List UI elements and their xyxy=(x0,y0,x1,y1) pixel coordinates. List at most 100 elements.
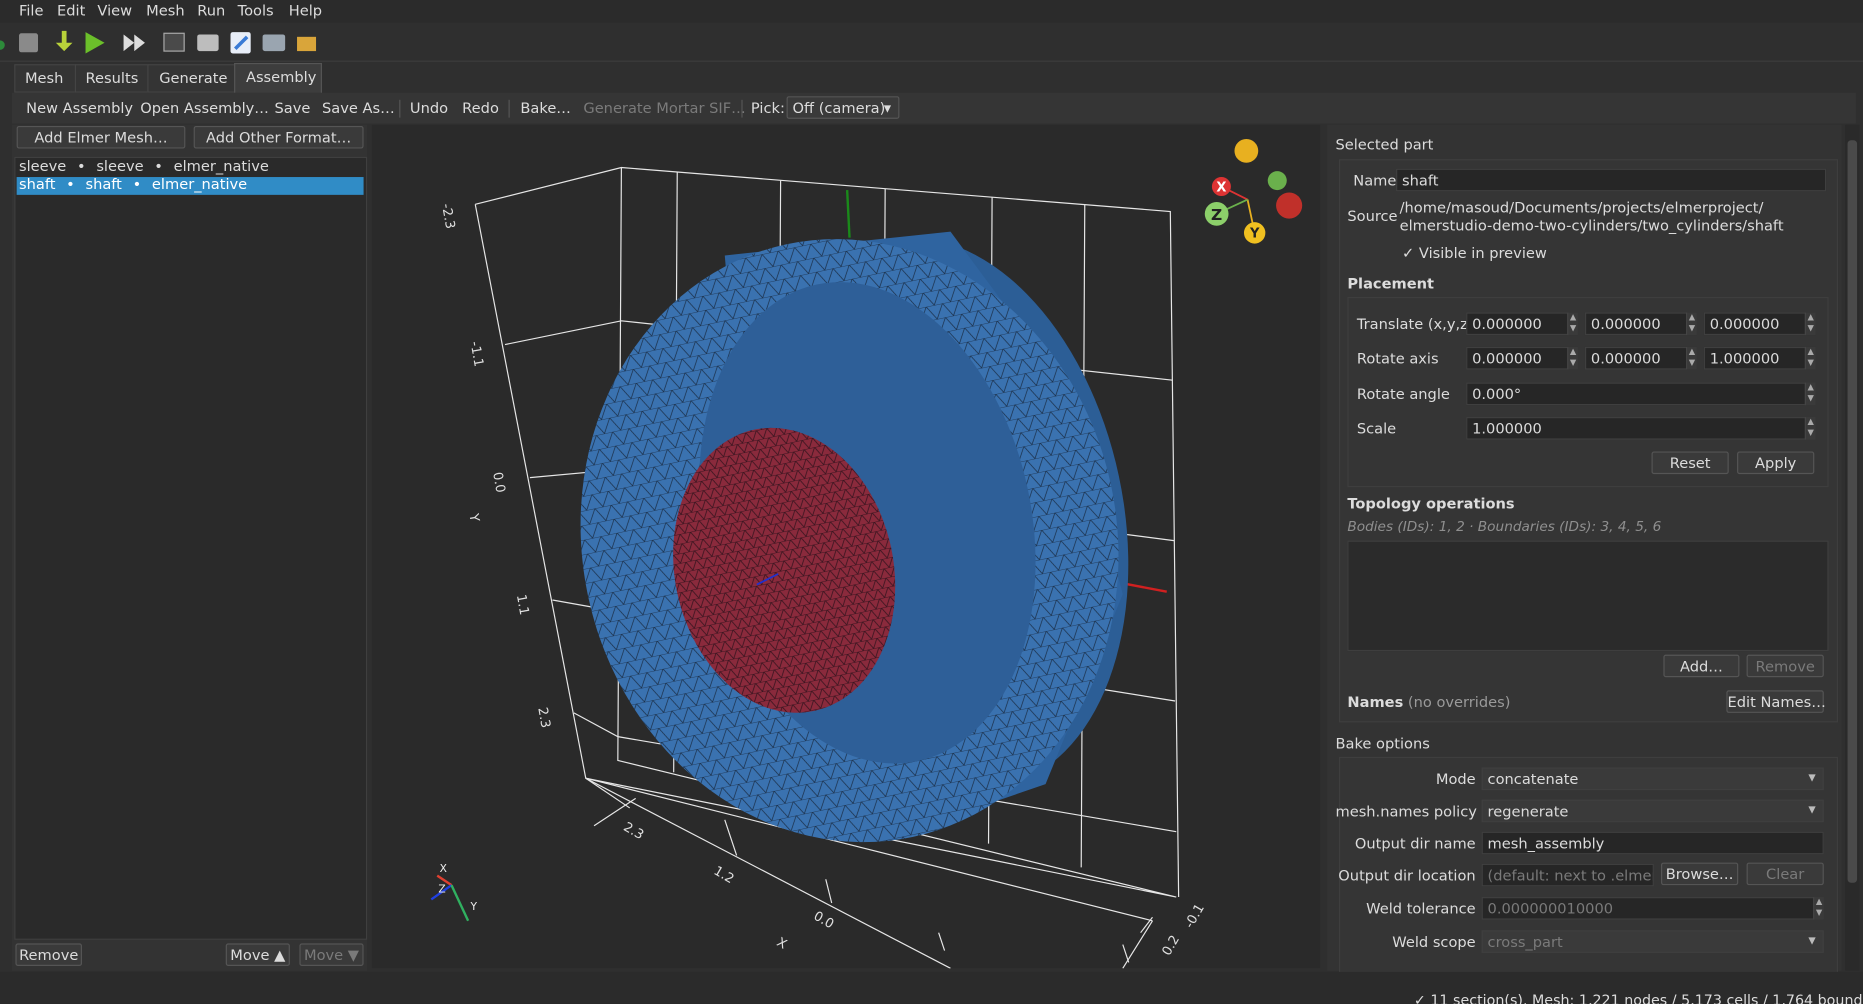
toolbar-button[interactable]: Open Assembly… xyxy=(140,99,269,117)
part-label[interactable]: shaft xyxy=(85,175,122,193)
part-format[interactable]: elmer_native xyxy=(151,175,248,193)
tab-label[interactable]: Results xyxy=(85,70,139,87)
button[interactable]: Remove xyxy=(15,943,82,966)
spin-field[interactable]: 0.000000 xyxy=(1466,346,1578,370)
note: (no overrides) xyxy=(1407,693,1511,711)
tab-active[interactable] xyxy=(234,62,322,94)
scrollbar-thumb[interactable] xyxy=(1847,140,1858,883)
checkbox[interactable]: ✓ Visible in preview xyxy=(1402,244,1547,262)
mini-axis-label: Y xyxy=(470,900,478,913)
y-tick-label: -2.3 xyxy=(438,202,457,230)
icon-image[interactable] xyxy=(262,34,286,52)
mini-axes: X Z Y xyxy=(430,862,478,922)
toolbar-button[interactable]: Redo xyxy=(462,99,499,117)
pick-combo[interactable]: Off (camera) ▼ xyxy=(786,96,900,119)
menu-item[interactable]: View xyxy=(97,2,133,20)
button[interactable]: Apply xyxy=(1737,451,1815,475)
spin-field[interactable]: 0.000000 xyxy=(1466,312,1578,336)
pick-value[interactable]: Off (camera) xyxy=(792,99,886,117)
text-field[interactable]: (default: next to .elmeras xyxy=(1481,863,1654,887)
tab[interactable] xyxy=(14,64,77,93)
toolbar-button[interactable]: Save As… xyxy=(321,99,395,117)
spin-field[interactable]: 1.000000 xyxy=(1466,417,1816,440)
separator-dot: • xyxy=(132,175,142,193)
icon-terminal[interactable] xyxy=(163,32,185,52)
part-name[interactable]: shaft xyxy=(19,175,56,193)
toolbar-button[interactable]: Bake… xyxy=(520,99,571,117)
spin-field[interactable]: 1.000000 xyxy=(1703,346,1816,370)
gizmo-dot[interactable] xyxy=(1243,222,1266,244)
spin-field[interactable]: 0.000000 xyxy=(1584,346,1697,370)
button[interactable]: Edit Names… xyxy=(1726,690,1826,713)
button[interactable]: Reset xyxy=(1651,451,1729,475)
y-tick-label: 0.0 xyxy=(489,471,507,494)
part-format[interactable]: elmer_native xyxy=(173,158,269,175)
icon-run-all[interactable] xyxy=(123,34,145,52)
spin-buttons[interactable]: ▲ ▼ xyxy=(1804,382,1816,406)
button[interactable]: Move ▲ xyxy=(225,943,290,966)
combo-box: cross_part xyxy=(1481,930,1824,953)
list-row-selected[interactable]: shaft • shaft • elmer_native xyxy=(19,176,247,194)
icon-download[interactable] xyxy=(55,30,73,52)
spin-buttons[interactable]: ▲ ▼ xyxy=(1567,312,1578,336)
tab-label[interactable]: Assembly xyxy=(245,68,317,86)
orientation-gizmo[interactable]: X Y Z xyxy=(1204,139,1303,244)
field-label: Rotate angle xyxy=(1356,386,1450,403)
name-field[interactable]: shaft xyxy=(1396,168,1827,192)
button[interactable]: Add Elmer Mesh… xyxy=(16,125,186,149)
combo-arrow: ▼ xyxy=(1808,804,1816,816)
spin-buttons[interactable]: ▲ ▼ xyxy=(1804,312,1816,336)
viewport-3d[interactable]: -2.3 -1.1 0.0 Y 1.1 2.3 2.3 1.2 0.0 X -0… xyxy=(371,124,1321,969)
gizmo-dot[interactable] xyxy=(1276,192,1303,219)
menu-item[interactable]: Run xyxy=(197,2,226,20)
spin-buttons[interactable]: ▲ ▼ xyxy=(1685,346,1697,370)
gizmo-dot[interactable] xyxy=(1204,201,1229,226)
button[interactable]: Browse… xyxy=(1661,862,1739,886)
part-name[interactable]: sleeve xyxy=(19,158,67,175)
icon-new[interactable] xyxy=(19,33,39,53)
button[interactable]: Add… xyxy=(1663,654,1740,678)
field-label: Source xyxy=(1347,207,1398,225)
mini-axis xyxy=(430,884,453,901)
toolbar-button[interactable]: Save xyxy=(274,99,311,117)
gizmo-dot[interactable] xyxy=(1267,171,1287,191)
field-label: Scale xyxy=(1356,420,1397,438)
edge-indicator xyxy=(0,40,5,50)
button[interactable]: Add Other Format… xyxy=(193,125,364,149)
menu-item[interactable]: Mesh xyxy=(146,2,185,20)
menu-item[interactable]: Edit xyxy=(57,2,86,20)
tab-label[interactable]: Mesh xyxy=(24,70,64,87)
tab[interactable] xyxy=(147,64,236,93)
part-label[interactable]: sleeve xyxy=(96,158,144,175)
gizmo-dot[interactable] xyxy=(1211,177,1231,197)
spin-field[interactable]: 0.000° xyxy=(1466,382,1816,406)
icon-run[interactable] xyxy=(85,32,105,54)
spin-buttons[interactable]: ▲ ▼ xyxy=(1685,312,1697,336)
menu-item[interactable]: Tools xyxy=(237,2,274,20)
spin-buttons[interactable]: ▲ ▼ xyxy=(1813,897,1824,920)
text-field[interactable]: mesh_assembly xyxy=(1481,831,1824,855)
button-disabled: Move ▼ xyxy=(299,943,364,966)
spin-field[interactable]: 0.000000 xyxy=(1703,312,1816,336)
tab[interactable] xyxy=(74,64,149,93)
source-path: /home/masoud/Documents/projects/elmerpro… xyxy=(1399,199,1764,217)
mini-axis-label: Z xyxy=(438,882,445,895)
menu-item[interactable]: File xyxy=(19,2,44,20)
combo-box[interactable]: regenerate xyxy=(1481,799,1824,823)
icon-folder[interactable] xyxy=(197,34,219,52)
spin-buttons[interactable]: ▲ ▼ xyxy=(1567,346,1578,370)
field-label: Weld tolerance xyxy=(1366,900,1476,918)
text-field[interactable]: 0.000000010000 xyxy=(1481,897,1824,920)
menu-item[interactable]: Help xyxy=(288,2,323,20)
separator-dot: • xyxy=(154,158,163,175)
spin-field[interactable]: 0.000000 xyxy=(1584,312,1697,336)
combo-box[interactable]: concatenate xyxy=(1481,767,1824,791)
spin-buttons[interactable]: ▲ ▼ xyxy=(1804,346,1816,370)
toolbar-button[interactable]: New Assembly xyxy=(26,99,134,117)
tab-label[interactable]: Generate xyxy=(159,70,228,87)
list-row[interactable]: sleeve • sleeve • elmer_native xyxy=(19,158,269,176)
toolbar-button[interactable]: Undo xyxy=(409,99,449,117)
spin-buttons[interactable]: ▲ ▼ xyxy=(1804,417,1816,440)
icon-chart[interactable] xyxy=(297,36,317,52)
gizmo-dot[interactable] xyxy=(1234,139,1259,163)
